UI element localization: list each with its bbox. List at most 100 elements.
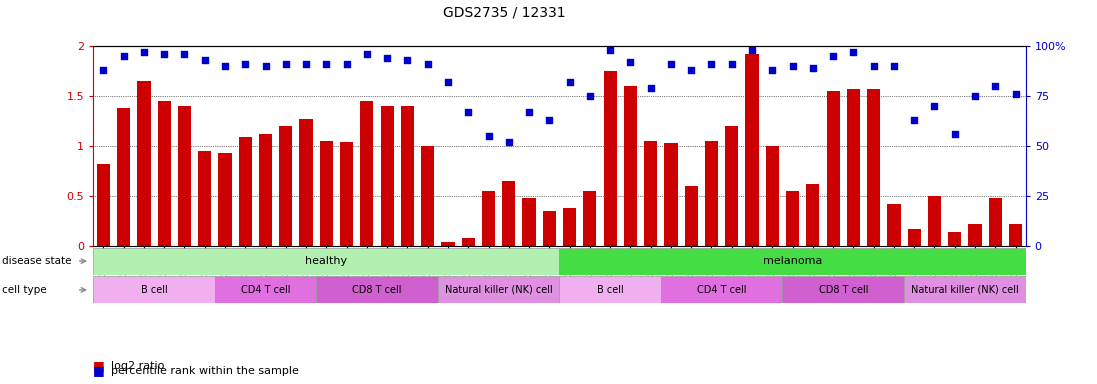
Point [561, 79, 578, 85]
Text: Natural killer (NK) cell: Natural killer (NK) cell [911, 285, 1019, 295]
Bar [319, 141, 333, 246]
Bar [563, 208, 576, 246]
Bar [178, 106, 191, 246]
Bar [259, 134, 272, 246]
Bar [117, 108, 131, 246]
Bar [543, 211, 556, 246]
Point [378, 55, 396, 61]
Bar [502, 181, 516, 246]
Bar [360, 101, 373, 246]
Bar [280, 126, 293, 246]
Point [986, 83, 1004, 89]
Bar [218, 153, 231, 246]
Point [885, 63, 903, 69]
Bar [381, 106, 394, 246]
Point [216, 63, 234, 69]
Bar [97, 164, 110, 246]
Text: GDS2735 / 12331: GDS2735 / 12331 [443, 5, 566, 19]
Point [278, 61, 295, 67]
Bar [316, 276, 438, 303]
Bar [299, 119, 313, 246]
Point [338, 61, 355, 67]
Text: CD4 T cell: CD4 T cell [241, 285, 291, 295]
Point [115, 53, 133, 59]
Point [176, 51, 193, 57]
Bar [907, 229, 920, 246]
Text: CD4 T cell: CD4 T cell [697, 285, 746, 295]
Bar [462, 238, 475, 246]
Bar [93, 276, 215, 303]
Text: CD8 T cell: CD8 T cell [352, 285, 402, 295]
Bar [644, 141, 657, 246]
Point [297, 61, 315, 67]
Bar [158, 101, 171, 246]
Point [622, 59, 640, 65]
Bar [948, 232, 961, 246]
Bar [137, 81, 150, 246]
Bar [215, 276, 316, 303]
Bar [559, 276, 660, 303]
Bar [806, 184, 819, 246]
Point [541, 117, 558, 123]
Point [783, 63, 801, 69]
Point [764, 67, 781, 73]
Point [601, 47, 619, 53]
Point [520, 109, 538, 115]
Bar [867, 89, 880, 246]
Point [926, 103, 943, 109]
Point [744, 47, 761, 53]
Point [663, 61, 680, 67]
Point [318, 61, 336, 67]
Point [845, 49, 862, 55]
Bar [624, 86, 637, 246]
Point [682, 67, 700, 73]
Bar [559, 248, 1026, 275]
Bar [847, 89, 860, 246]
Bar [522, 198, 535, 246]
Point [460, 109, 477, 115]
Bar [603, 71, 617, 246]
Point [966, 93, 984, 99]
Bar [482, 191, 495, 246]
Bar [725, 126, 738, 246]
Point [94, 67, 112, 73]
Point [156, 51, 173, 57]
Point [196, 57, 214, 63]
Point [905, 117, 923, 123]
Text: B cell: B cell [140, 285, 168, 295]
Point [703, 61, 721, 67]
Text: CD8 T cell: CD8 T cell [818, 285, 868, 295]
Point [358, 51, 375, 57]
Text: cell type: cell type [2, 285, 47, 295]
Bar [826, 91, 839, 246]
Bar [441, 242, 454, 246]
Point [824, 53, 841, 59]
Point [257, 63, 274, 69]
Bar [785, 191, 800, 246]
Bar [928, 196, 941, 246]
Text: healthy: healthy [305, 256, 348, 266]
Point [135, 49, 152, 55]
Bar [340, 142, 353, 246]
Point [237, 61, 255, 67]
Bar [660, 276, 782, 303]
Point [500, 139, 518, 145]
Point [439, 79, 456, 85]
Bar [887, 204, 901, 246]
Point [479, 133, 497, 139]
Bar [685, 186, 698, 246]
Point [946, 131, 963, 137]
Bar [904, 276, 1026, 303]
Bar [782, 276, 904, 303]
Text: disease state: disease state [2, 256, 71, 266]
Bar [239, 137, 252, 246]
Bar [438, 276, 559, 303]
Bar [705, 141, 719, 246]
Bar [1009, 224, 1022, 246]
Text: melanoma: melanoma [762, 256, 823, 266]
Bar [400, 106, 414, 246]
Bar [199, 151, 212, 246]
Point [581, 93, 599, 99]
Point [804, 65, 822, 71]
Bar [988, 198, 1002, 246]
